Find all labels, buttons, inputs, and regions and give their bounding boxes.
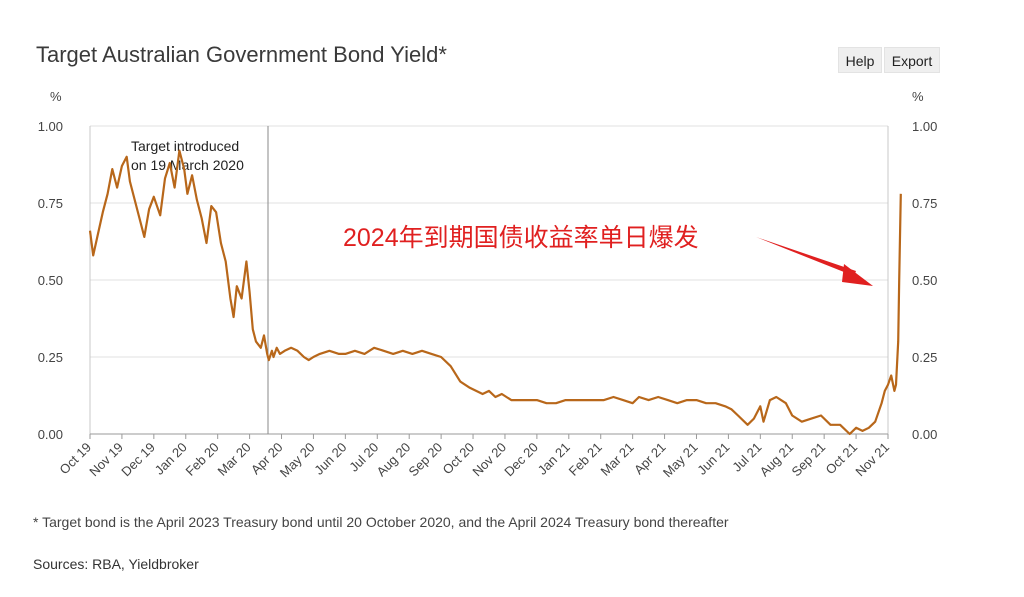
x-tick-label: Nov 19 (86, 440, 126, 480)
annotation-target-line2: on 19 March 2020 (131, 157, 244, 173)
grid-lines (90, 125, 888, 358)
sources: Sources: RBA, Yieldbroker (33, 556, 199, 572)
x-tick-label: Feb 20 (183, 440, 222, 479)
y-tick-labels-left: 1.00 0.75 0.50 0.25 0.00 (38, 119, 63, 442)
red-callout-text: 2024年到期国债收益率单日爆发 (343, 224, 699, 252)
x-tick-label: Sep 21 (789, 440, 829, 480)
x-tick-label: May 20 (277, 440, 318, 481)
x-tick-label: May 21 (660, 440, 701, 481)
chart-title: Target Australian Government Bond Yield* (36, 42, 447, 67)
y-tick-label-left: 0.00 (38, 427, 63, 442)
x-tick-label: Nov 21 (852, 440, 892, 480)
x-tick-label: Feb 21 (566, 440, 605, 479)
x-tick-label: Mar 20 (214, 440, 253, 479)
x-tick-label: Jun 21 (694, 440, 732, 478)
export-button[interactable]: Export (884, 47, 940, 73)
y-tick-label-left: 1.00 (38, 119, 63, 134)
x-tick-label: Aug 20 (374, 440, 414, 480)
x-tick-label: Nov 20 (469, 440, 509, 480)
annotation-target-line1: Target introduced (131, 138, 239, 154)
x-tick-label: Mar 21 (598, 440, 637, 479)
x-tick-label: Aug 21 (757, 440, 797, 480)
y-tick-labels-right: 1.00 0.75 0.50 0.25 0.00 (912, 119, 937, 442)
left-unit-label: % (50, 89, 62, 104)
y-tick-label-left: 0.75 (38, 196, 63, 211)
x-tick-label: Jan 21 (535, 440, 573, 478)
line-chart: % % 1.00 0.75 0.50 0.25 0.00 1.00 0.75 0.50 0.2… (38, 89, 938, 480)
right-unit-label: % (912, 89, 924, 104)
y-tick-label-right: 0.25 (912, 350, 937, 365)
y-tick-label-left: 0.25 (38, 350, 63, 365)
x-tick-label: Sep 20 (405, 440, 445, 480)
y-tick-label-right: 1.00 (912, 119, 937, 134)
y-tick-label-right: 0.00 (912, 427, 937, 442)
x-tick-label: Dec 20 (501, 440, 541, 480)
red-callout-arrow (756, 237, 873, 286)
yield-series-line (88, 149, 902, 436)
x-tick-label: Jun 20 (311, 440, 349, 478)
y-tick-label-left: 0.50 (38, 273, 63, 288)
footnote: * Target bond is the April 2023 Treasury… (33, 514, 729, 530)
x-tick-label: Dec 19 (118, 440, 158, 480)
x-tick-label: Jan 20 (152, 440, 190, 478)
y-tick-label-right: 0.75 (912, 196, 937, 211)
y-tick-label-right: 0.50 (912, 273, 937, 288)
help-button[interactable]: Help (838, 47, 882, 73)
